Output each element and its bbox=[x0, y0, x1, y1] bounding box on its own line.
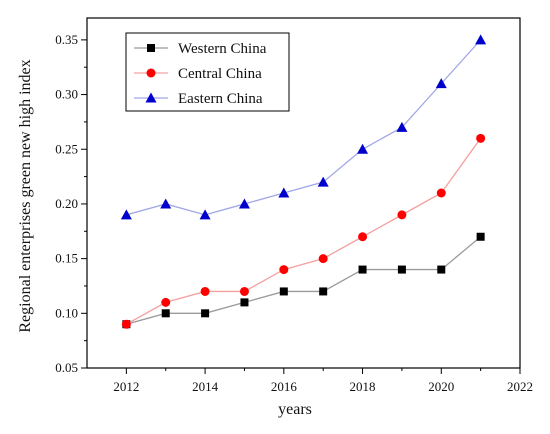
axes: 2012 2014 2016 2018 2020 2022 0.05 0.10 0.15 0.20… bbox=[55, 17, 533, 394]
legend-label: Western China bbox=[178, 41, 267, 57]
data-point bbox=[318, 254, 328, 264]
series-line bbox=[126, 39, 482, 216]
y-tick-label: 0.10 bbox=[55, 305, 78, 320]
data-point bbox=[436, 188, 446, 198]
x-tick-label: 2014 bbox=[192, 379, 219, 394]
x-tick-label: 2022 bbox=[507, 379, 533, 394]
x-axis-title: years bbox=[278, 401, 312, 418]
data-point bbox=[238, 198, 250, 209]
series-western-china bbox=[122, 232, 485, 329]
data-point bbox=[200, 286, 210, 296]
series-eastern-china bbox=[120, 34, 487, 220]
data-point bbox=[397, 265, 406, 274]
data-point bbox=[199, 209, 211, 220]
series-central-china bbox=[121, 133, 486, 329]
series-line bbox=[126, 137, 482, 325]
data-point bbox=[317, 176, 329, 187]
data-point bbox=[358, 232, 368, 242]
data-point bbox=[120, 209, 132, 220]
data-point bbox=[358, 265, 367, 274]
data-point bbox=[396, 121, 408, 132]
legend: Western China Central China Eastern China bbox=[125, 32, 290, 112]
data-point bbox=[160, 198, 172, 209]
data-point bbox=[240, 298, 249, 307]
data-point bbox=[121, 319, 131, 329]
data-point bbox=[476, 232, 485, 241]
y-tick-label: 0.05 bbox=[55, 360, 78, 375]
series-layer bbox=[120, 34, 487, 329]
data-point bbox=[279, 265, 289, 275]
data-point bbox=[475, 34, 487, 45]
data-point bbox=[476, 133, 486, 143]
data-point bbox=[239, 286, 249, 296]
data-point bbox=[437, 265, 446, 274]
data-point bbox=[278, 187, 290, 198]
data-point bbox=[397, 210, 407, 220]
data-point bbox=[357, 143, 369, 154]
legend-marker bbox=[145, 92, 157, 103]
y-tick-label: 0.35 bbox=[55, 32, 78, 47]
series-line bbox=[126, 236, 482, 325]
y-tick-label: 0.15 bbox=[55, 251, 78, 266]
plot-frame bbox=[86, 17, 521, 369]
data-point bbox=[319, 287, 328, 296]
data-point bbox=[161, 297, 171, 307]
legend-label: Central China bbox=[178, 66, 262, 82]
x-tick-label: 2016 bbox=[271, 379, 298, 394]
x-tick-label: 2020 bbox=[428, 379, 454, 394]
legend-marker bbox=[147, 44, 155, 52]
data-point bbox=[161, 309, 170, 318]
y-axis-title: Regional enterprises green new high inde… bbox=[17, 59, 34, 332]
y-tick-label: 0.25 bbox=[55, 141, 78, 156]
x-tick-label: 2012 bbox=[113, 379, 139, 394]
legend-label: Eastern China bbox=[178, 91, 263, 107]
legend-marker bbox=[146, 68, 156, 78]
y-tick-label: 0.30 bbox=[55, 87, 78, 102]
x-tick-label: 2018 bbox=[350, 379, 376, 394]
data-point bbox=[279, 287, 288, 296]
data-point bbox=[201, 309, 210, 318]
data-point bbox=[435, 78, 447, 89]
y-tick-label: 0.20 bbox=[55, 196, 78, 211]
